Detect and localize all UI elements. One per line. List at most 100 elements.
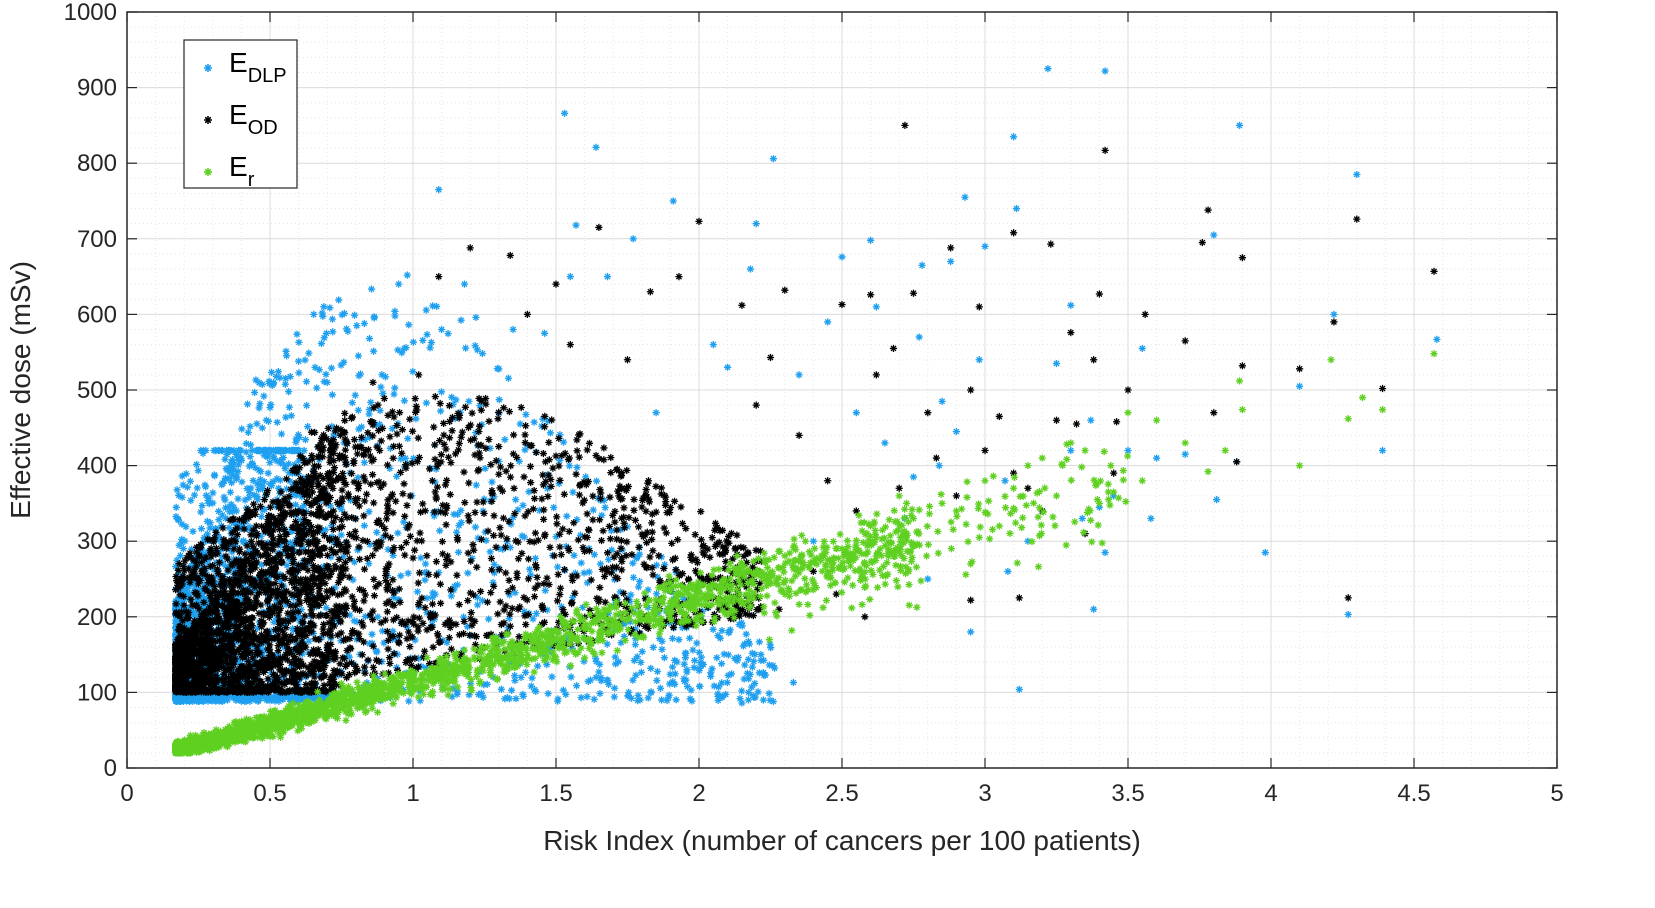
eod-point bbox=[195, 670, 203, 678]
eod-point bbox=[368, 457, 376, 465]
eod-point bbox=[294, 522, 302, 530]
edlp-point bbox=[881, 439, 889, 447]
edlp-point bbox=[203, 517, 211, 525]
eod-point bbox=[521, 512, 529, 520]
eod-point bbox=[457, 650, 466, 658]
eod-point bbox=[202, 668, 211, 677]
eod-point bbox=[610, 553, 618, 561]
eod-point bbox=[299, 669, 307, 678]
eod-point bbox=[204, 648, 212, 656]
edlp-point bbox=[681, 649, 689, 657]
edlp-point bbox=[422, 306, 430, 314]
eod-point bbox=[648, 528, 656, 536]
eod-point bbox=[269, 656, 277, 664]
edlp-point bbox=[422, 664, 430, 672]
eod-point bbox=[524, 555, 533, 563]
edlp-point bbox=[311, 363, 319, 371]
edlp-point bbox=[653, 561, 661, 569]
eod-point bbox=[400, 480, 408, 488]
eod-point bbox=[232, 616, 240, 624]
eod-point bbox=[487, 554, 496, 563]
eod-point bbox=[396, 408, 404, 417]
eod-point bbox=[466, 421, 475, 429]
eod-point bbox=[221, 595, 229, 604]
eod-point bbox=[257, 620, 265, 628]
eod-point bbox=[648, 510, 656, 518]
eod-point bbox=[613, 535, 621, 543]
edlp-point bbox=[497, 685, 505, 693]
eod-point bbox=[253, 599, 261, 607]
eod-point bbox=[252, 661, 260, 669]
edlp-point bbox=[225, 524, 233, 532]
edlp-point bbox=[402, 344, 410, 352]
eod-point bbox=[396, 598, 404, 606]
eod-point bbox=[639, 533, 648, 541]
eod-point bbox=[507, 462, 515, 470]
eod-point bbox=[389, 547, 397, 555]
edlp-point bbox=[734, 653, 742, 661]
edlp-point bbox=[501, 695, 509, 703]
edlp-point bbox=[516, 420, 524, 428]
eod-point bbox=[226, 605, 235, 613]
edlp-point bbox=[281, 461, 289, 469]
eod-point bbox=[585, 439, 594, 447]
edlp-point bbox=[505, 695, 514, 703]
eod-point bbox=[236, 566, 244, 575]
eod-point bbox=[467, 436, 475, 444]
edlp-point bbox=[590, 551, 599, 559]
edlp-point bbox=[576, 531, 585, 539]
eod-point bbox=[327, 481, 335, 490]
edlp-point bbox=[610, 576, 619, 584]
edlp-point bbox=[769, 155, 777, 163]
edlp-point bbox=[1087, 416, 1095, 424]
eod-point bbox=[176, 682, 185, 691]
edlp-point bbox=[1052, 359, 1061, 368]
edlp-point bbox=[617, 639, 625, 647]
eod-point bbox=[539, 449, 547, 458]
eod-point bbox=[369, 663, 377, 671]
eod-point bbox=[579, 499, 587, 507]
eod-point bbox=[405, 628, 413, 636]
edlp-point bbox=[559, 438, 568, 446]
eod-point bbox=[302, 631, 310, 640]
eod-point bbox=[638, 496, 647, 504]
edlp-point bbox=[177, 589, 185, 597]
eod-point bbox=[344, 542, 352, 550]
edlp-point bbox=[479, 507, 487, 515]
edlp-point bbox=[234, 467, 242, 476]
eod-point bbox=[402, 658, 410, 667]
eod-point bbox=[231, 570, 239, 578]
edlp-point bbox=[586, 676, 595, 684]
edlp-point bbox=[629, 235, 637, 243]
eod-point bbox=[310, 528, 318, 536]
eod-point bbox=[312, 650, 320, 658]
edlp-point bbox=[505, 614, 513, 623]
edlp-point bbox=[254, 495, 262, 504]
eod-point bbox=[308, 455, 316, 463]
edlp-point bbox=[295, 457, 303, 465]
eod-point bbox=[540, 580, 548, 588]
eod-point bbox=[172, 586, 180, 594]
eod-point bbox=[404, 524, 412, 532]
edlp-point bbox=[473, 593, 481, 602]
eod-point bbox=[436, 437, 444, 445]
edlp-point bbox=[380, 639, 388, 647]
edlp-point bbox=[714, 690, 722, 698]
eod-point bbox=[600, 456, 608, 464]
eod-point bbox=[545, 580, 553, 589]
edlp-point bbox=[323, 378, 331, 387]
eod-point bbox=[337, 425, 345, 434]
eod-point bbox=[495, 442, 503, 451]
eod-point bbox=[542, 477, 550, 486]
eod-point bbox=[468, 409, 476, 417]
edlp-point bbox=[247, 584, 256, 592]
eod-point bbox=[593, 594, 601, 602]
edlp-point bbox=[653, 667, 662, 676]
eod-point bbox=[359, 622, 367, 630]
edlp-point bbox=[631, 635, 640, 643]
eod-point bbox=[369, 421, 377, 429]
eod-point bbox=[230, 682, 238, 690]
edlp-point bbox=[421, 576, 429, 584]
eod-point bbox=[240, 600, 248, 608]
eod-point bbox=[715, 538, 723, 546]
